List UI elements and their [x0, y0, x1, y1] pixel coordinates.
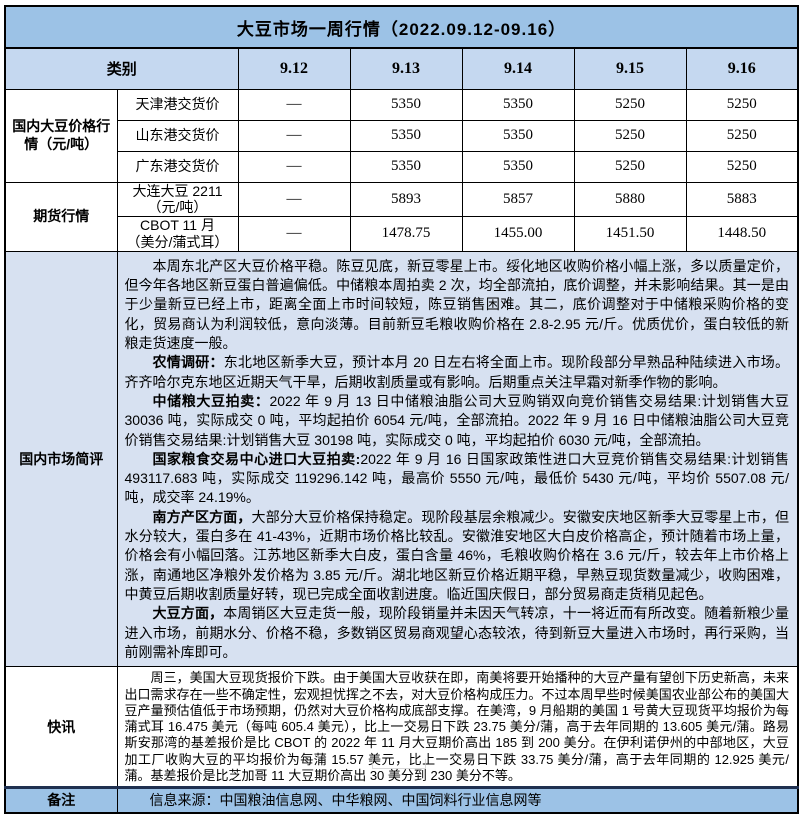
- cell-value: 5350: [461, 150, 575, 183]
- row-label-cbot-nov: CBOT 11 月 （美分/蒲式耳）: [116, 216, 239, 252]
- cell-value: 5250: [573, 119, 687, 152]
- table-row-tianjin: 国内大豆价格行情（元/吨） 天津港交货价 — 5350 5350 5250 52…: [4, 88, 799, 183]
- cell-value: —: [237, 150, 351, 183]
- cell-value: 1455.00: [461, 216, 575, 252]
- cell-value: 5880: [573, 181, 687, 218]
- news-text: 周三，美国大豆现货报价下跌。由于美国大豆收获在即，南美将要开始播种的大豆产量有望…: [116, 666, 799, 788]
- review-row: 国内市场简评 本周东北产区大豆价格平稳。陈豆见底，新豆零星上市。绥化地区收购价格…: [4, 250, 799, 668]
- news-paragraph: 周三，美国大豆现货报价下跌。由于美国大豆收获在即，南美将要开始播种的大豆产量有望…: [125, 670, 790, 784]
- review-paragraph: 农情调研：东北地区新季大豆，预计本月 20 日左右将全面上市。现阶段部分早熟品种…: [125, 353, 790, 392]
- cell-value: 5350: [349, 119, 463, 152]
- column-header-date-3: 9.14: [461, 47, 575, 90]
- review-paragraph: 大豆方面，本周销区大豆走货一般，现阶段销量并未因天气转凉，十一将近而有所改变。随…: [125, 604, 790, 662]
- row-label-dalian-2211: 大连大豆 2211 （元/吨）: [116, 181, 239, 218]
- cell-value: 5350: [349, 88, 463, 121]
- notes-text: 信息来源：中国粮油信息网、中华粮网、中国饲料行业信息网等: [116, 786, 799, 813]
- paragraph-lead: 大豆方面，: [152, 605, 224, 622]
- soybean-weekly-table: 大豆市场一周行情（2022.09.12-09.16） 类别 9.12 9.13 …: [4, 5, 800, 814]
- paragraph-lead: 国家粮食交易中心进口大豆拍卖:: [152, 450, 361, 467]
- cell-value: 5350: [461, 119, 575, 152]
- notes-row: 备注 信息来源：中国粮油信息网、中华粮网、中国饲料行业信息网等: [4, 786, 799, 813]
- paragraph-lead: 南方产区方面，: [152, 508, 252, 525]
- market-review-text: 本周东北产区大豆价格平稳。陈豆见底，新豆零星上市。绥化地区收购价格小幅上涨，多以…: [116, 250, 799, 668]
- cell-value: 5883: [685, 181, 799, 218]
- cell-value: —: [237, 216, 351, 252]
- cell-value: 5350: [461, 88, 575, 121]
- column-header-date-5: 9.16: [685, 47, 799, 90]
- paragraph-lead: 中储粮大豆拍卖：: [152, 392, 270, 409]
- table-row-cbot: CBOT 11 月 （美分/蒲式耳） — 1478.75 1455.00 145…: [5, 216, 799, 252]
- section-label-domestic-price: 国内大豆价格行情（元/吨）: [4, 88, 118, 183]
- cell-value: 1478.75: [349, 216, 463, 252]
- cell-value: 5250: [685, 150, 799, 183]
- table-row-shandong: 山东港交货价 — 5350 5350 5250 5250: [5, 119, 799, 152]
- title-row: 大豆市场一周行情（2022.09.12-09.16）: [4, 5, 799, 49]
- row-label-guangdong: 广东港交货价: [116, 150, 239, 183]
- section-label-market-review: 国内市场简评: [4, 250, 118, 668]
- section-label-news: 快讯: [4, 666, 118, 788]
- table-row-guangdong: 广东港交货价 — 5350 5350 5250 5250: [5, 150, 799, 183]
- paragraph-lead: 农情调研：: [152, 354, 224, 371]
- review-paragraph: 中储粮大豆拍卖：2022 年 9 月 13 日中储粮油脂公司大豆购销双向竞价销售…: [125, 392, 790, 450]
- header-row: 类别 9.12 9.13 9.14 9.15 9.16: [4, 47, 799, 90]
- cell-value: 5350: [349, 150, 463, 183]
- paragraph-text: 东北地区新季大豆，预计本月 20 日左右将全面上市。现阶段部分早熟品种陆续进入市…: [124, 354, 790, 390]
- table-row-dalian: 期货行情 大连大豆 2211 （元/吨） — 5893 5857 5880 58…: [4, 181, 799, 252]
- cell-value: 1451.50: [573, 216, 687, 252]
- column-header-category: 类别: [4, 47, 239, 90]
- cell-value: —: [237, 88, 351, 121]
- cell-value: —: [237, 119, 351, 152]
- paragraph-text: 本周东北产区大豆价格平稳。陈豆见底，新豆零星上市。绥化地区收购价格小幅上涨，多以…: [124, 257, 790, 351]
- selection-handle-artifact: [372, 759, 426, 769]
- cell-value: 1448.50: [685, 216, 799, 252]
- column-header-date-2: 9.13: [349, 47, 463, 90]
- column-header-date-4: 9.15: [573, 47, 687, 90]
- paragraph-text: 2022 年 9 月 16 日国家政策性进口大豆竞价销售交易结果:计划销售 49…: [124, 450, 790, 506]
- paragraph-text: 2022 年 9 月 13 日中储粮油脂公司大豆购销双向竞价销售交易结果:计划销…: [124, 392, 790, 448]
- section-label-notes: 备注: [4, 786, 118, 813]
- news-row: 快讯 周三，美国大豆现货报价下跌。由于美国大豆收获在即，南美将要开始播种的大豆产…: [4, 666, 799, 788]
- cell-value: 5250: [685, 88, 799, 121]
- paragraph-text: 大部分大豆价格保持稳定。现阶段基层余粮减少。安徽安庆地区新季大豆零星上市，但水分…: [124, 508, 790, 602]
- page-title: 大豆市场一周行情（2022.09.12-09.16）: [4, 5, 799, 49]
- paragraph-text: 本周销区大豆走货一般，现阶段销量并未因天气转凉，十一将近而有所改变。随着新粮少量…: [124, 605, 790, 660]
- cell-value: 5893: [349, 181, 463, 218]
- row-label-shandong: 山东港交货价: [116, 119, 239, 152]
- review-paragraph: 本周东北产区大豆价格平稳。陈豆见底，新豆零星上市。绥化地区收购价格小幅上涨，多以…: [125, 257, 790, 354]
- info-source-text: 信息来源：中国粮油信息网、中华粮网、中国饲料行业信息网等: [149, 792, 542, 809]
- paragraph-text: 周三，美国大豆现货报价下跌。由于美国大豆收获在即，南美将要开始播种的大豆产量有望…: [124, 670, 790, 783]
- review-paragraph: 南方产区方面，大部分大豆价格保持稳定。现阶段基层余粮减少。安徽安庆地区新季大豆零…: [125, 508, 790, 605]
- cell-value: 5250: [685, 119, 799, 152]
- review-paragraph: 国家粮食交易中心进口大豆拍卖:2022 年 9 月 16 日国家政策性进口大豆竞…: [125, 450, 790, 508]
- section-label-futures: 期货行情: [4, 181, 118, 252]
- cell-value: 5250: [573, 88, 687, 121]
- cell-value: —: [237, 181, 351, 218]
- column-header-date-1: 9.12: [237, 47, 351, 90]
- cell-value: 5857: [461, 181, 575, 218]
- cell-value: 5250: [573, 150, 687, 183]
- row-label-tianjin: 天津港交货价: [116, 88, 239, 121]
